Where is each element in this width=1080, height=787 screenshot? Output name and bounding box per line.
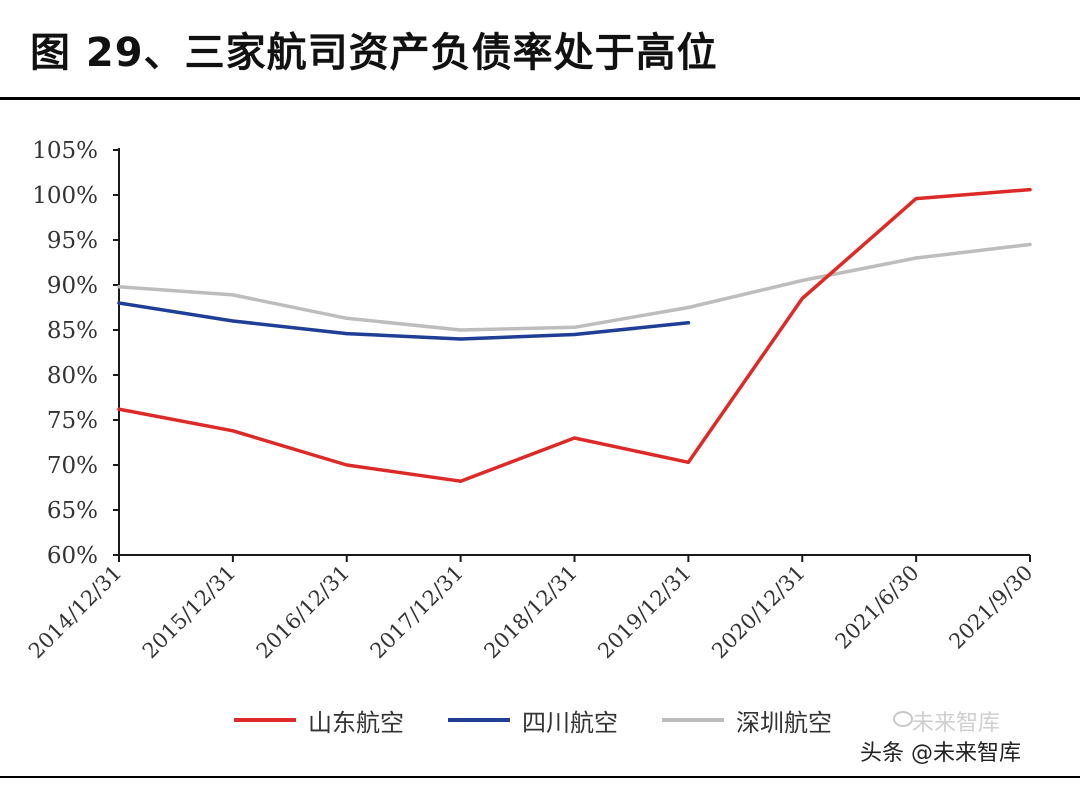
y-tick-label: 65% — [47, 498, 98, 524]
legend-swatch — [448, 718, 510, 722]
x-tick-label: 2021/6/30 — [831, 561, 924, 654]
data-point — [231, 319, 235, 323]
data-point — [1028, 242, 1032, 247]
data-point — [345, 463, 349, 467]
data-point — [345, 316, 349, 320]
y-tick-label: 105% — [32, 138, 98, 164]
watermark-faint-text: 未来智库 — [912, 711, 1001, 736]
watermark-icon — [893, 711, 913, 727]
data-point — [117, 285, 121, 289]
series-line — [117, 301, 691, 341]
legend-item: 四川航空 — [448, 703, 618, 738]
legend-label: 山东航空 — [308, 708, 404, 737]
y-tick-label: 75% — [47, 408, 98, 434]
y-tick-label: 90% — [47, 273, 98, 299]
y-tick-label: 80% — [47, 363, 98, 389]
data-point — [345, 332, 349, 336]
data-point — [459, 337, 463, 341]
data-point — [459, 479, 463, 483]
legend-label: 四川航空 — [522, 708, 618, 737]
y-tick-label: 70% — [47, 453, 98, 479]
data-point — [914, 256, 918, 260]
x-tick-label: 2015/12/31 — [138, 561, 241, 664]
y-tick-label: 60% — [47, 543, 98, 569]
y-tick-label: 85% — [47, 318, 98, 344]
chart-title: 图 29、三家航司资产负债率处于高位 — [30, 30, 718, 76]
x-tick-label: 2020/12/31 — [707, 561, 810, 664]
legend-label: 深圳航空 — [736, 708, 832, 737]
bottom-rule — [0, 776, 1080, 778]
title-rule — [0, 97, 1080, 100]
legend-swatch — [234, 718, 296, 722]
x-tick-label: 2017/12/31 — [366, 561, 469, 664]
x-tick-label: 2019/12/31 — [593, 561, 696, 664]
series-line — [117, 242, 1032, 332]
data-point — [231, 429, 235, 433]
x-tick-label: 2014/12/31 — [24, 561, 127, 664]
data-point — [686, 460, 690, 464]
watermark-text: 头条 @未来智库 — [860, 741, 1021, 766]
x-tick-label: 2016/12/31 — [252, 561, 355, 664]
data-point — [572, 325, 577, 329]
data-point — [117, 407, 121, 411]
data-point — [686, 305, 690, 310]
data-point — [572, 436, 577, 440]
data-point — [117, 301, 121, 305]
data-point — [572, 332, 577, 337]
data-point — [459, 328, 463, 332]
y-tick-label: 100% — [32, 183, 98, 209]
data-point — [914, 197, 918, 201]
data-point — [231, 293, 235, 297]
legend-item: 深圳航空 — [662, 703, 832, 738]
x-tick-label: 2018/12/31 — [479, 561, 582, 664]
y-tick-label: 95% — [47, 228, 98, 254]
data-point — [800, 278, 804, 283]
x-tick-label: 2021/9/30 — [944, 561, 1037, 654]
data-point — [800, 296, 804, 301]
data-point — [686, 321, 690, 325]
chart-legend: 山东航空 四川航空 深圳航空 — [234, 700, 876, 740]
line-chart: 60% 65% 70% 75% 80% 85% 90% 95% 100% 105% 2014/12/… — [24, 138, 1038, 664]
legend-swatch — [662, 718, 724, 722]
legend-item: 山东航空 — [234, 703, 404, 738]
data-point — [1028, 188, 1032, 192]
